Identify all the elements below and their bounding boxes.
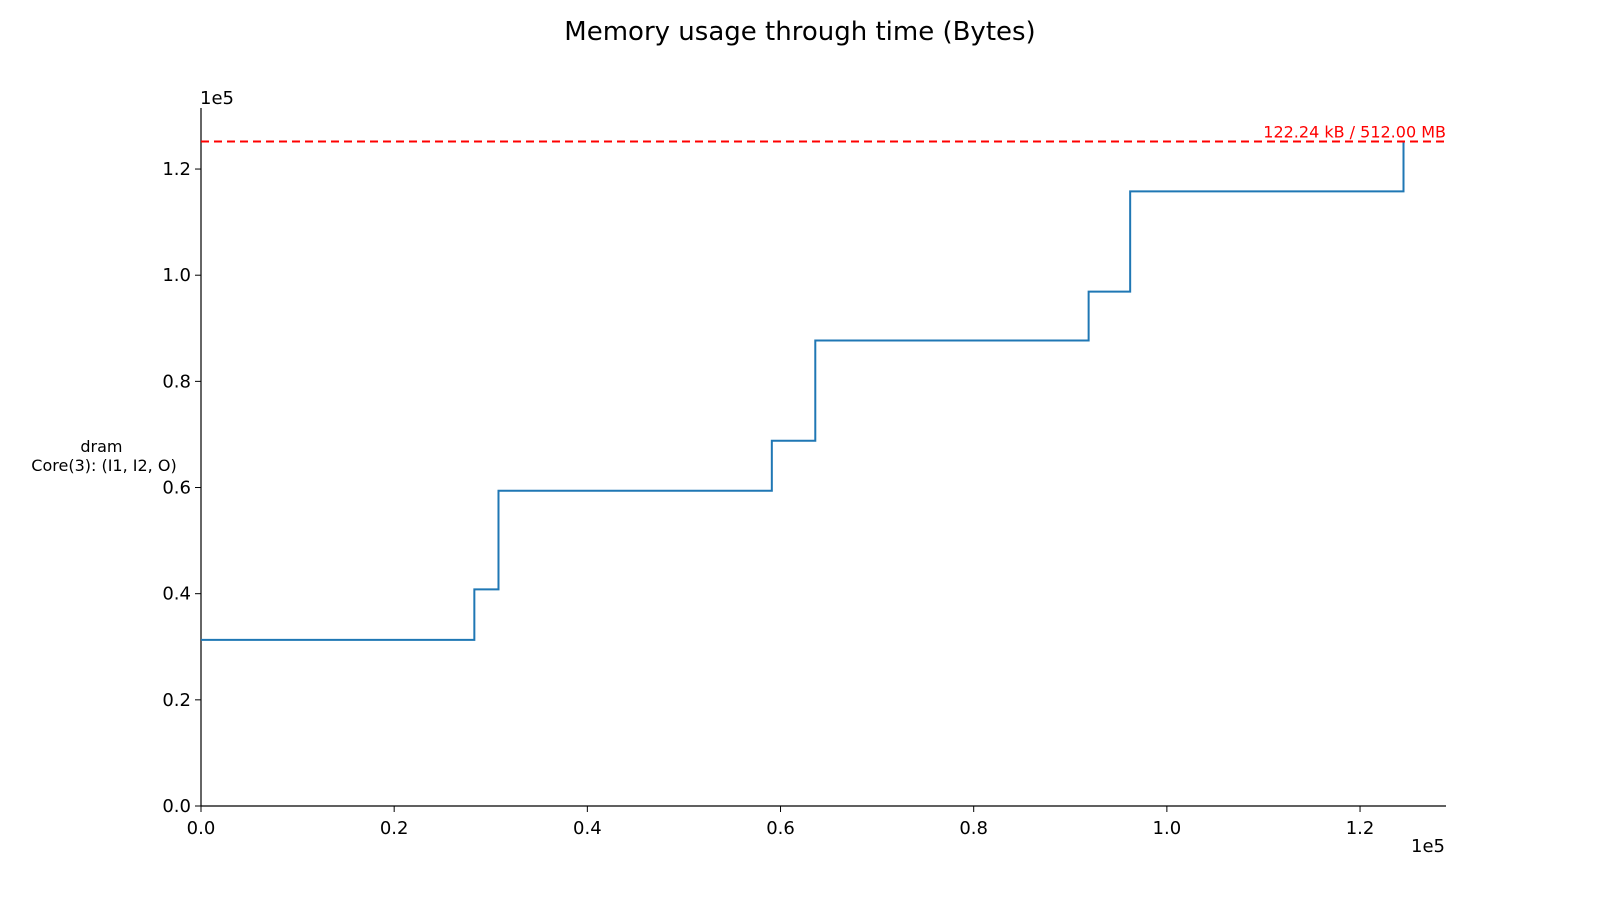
y-axis-offset-label: 1e5 xyxy=(200,88,234,109)
y-axis-label-line-2: Core(3): (I1, I2, O) xyxy=(31,456,176,475)
x-tick-label: 0.6 xyxy=(766,818,795,839)
chart-title: Memory usage through time (Bytes) xyxy=(564,17,1035,47)
y-axis-label: dram Core(3): (I1, I2, O) xyxy=(31,437,176,475)
axes xyxy=(200,108,1446,807)
y-tick-label: 0.8 xyxy=(162,371,191,392)
y-tick-label: 0.2 xyxy=(162,690,191,711)
x-axis-offset-label: 1e5 xyxy=(1411,836,1445,857)
y-tick-label: 0.6 xyxy=(162,478,191,499)
x-tick-label: 1.2 xyxy=(1346,818,1375,839)
y-tick-label: 1.2 xyxy=(162,159,191,180)
x-tick-label: 0.4 xyxy=(573,818,602,839)
memory-usage-step-line xyxy=(201,141,1405,641)
y-tick-label: 0.0 xyxy=(162,796,191,817)
limit-line-group: 122.24 kB / 512.00 MB xyxy=(201,122,1446,143)
memory-limit-label: 122.24 kB / 512.00 MB xyxy=(1263,122,1446,141)
x-tick-label: 0.2 xyxy=(380,818,409,839)
y-tick-label: 1.0 xyxy=(162,265,191,286)
y-tick-label: 0.4 xyxy=(162,584,191,605)
x-tick-label: 0.0 xyxy=(187,818,216,839)
series xyxy=(201,141,1405,641)
x-tick-label: 1.0 xyxy=(1153,818,1182,839)
ticks: 0.0 0.2 0.4 0.6 0.8 1.0 1.2 0.0 0.2 0.4 0.6 0.8 1.0 1… xyxy=(162,159,1374,839)
y-axis-label-line-1: dram xyxy=(80,437,122,456)
x-tick-label: 0.8 xyxy=(959,818,988,839)
